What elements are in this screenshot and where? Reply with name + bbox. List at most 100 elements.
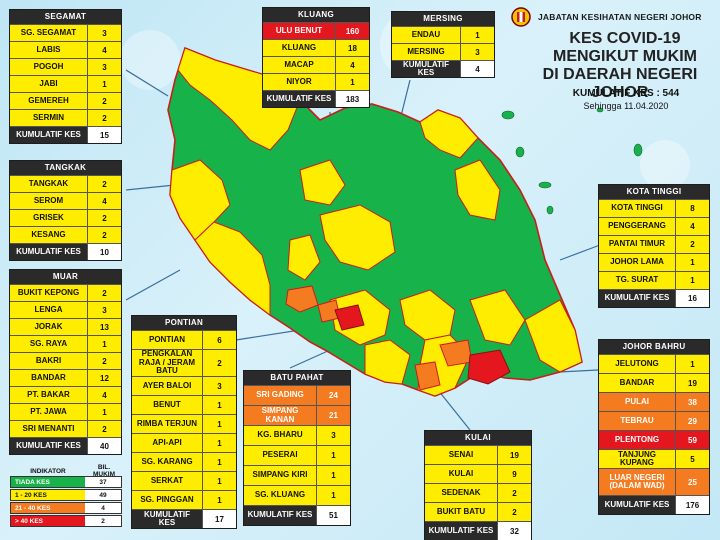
- mukim-row: SIMPANG KIRI 1: [244, 465, 350, 485]
- mukim-row: SEDENAK 2: [425, 483, 531, 502]
- mukim-name: TG. SURAT: [615, 275, 659, 285]
- mukim-orange-sri-gading: [285, 285, 319, 313]
- cumulative-label: KUMULATIF KES: [143, 509, 191, 527]
- table-pontian: PONTIAN PONTIAN 6 PENGKALAN RAJA / JERAM BA…: [131, 315, 237, 529]
- mukim-case-count: 6: [202, 331, 236, 349]
- mukim-row: SG. KARANG 1: [132, 452, 236, 471]
- mukim-name: SG. SEGAMAT: [20, 27, 77, 37]
- mukim-row: SENAI 19: [425, 445, 531, 464]
- cumulative-label: KUMULATIF KES: [604, 293, 670, 303]
- mukim-name: RIMBA TERJUN: [136, 418, 198, 428]
- mukim-row: SG. RAYA 1: [10, 335, 121, 352]
- cumulative-value: 51: [316, 506, 350, 525]
- title-line-2: MENGIKUT MUKIM: [553, 48, 697, 65]
- mukim-case-count: 19: [497, 446, 531, 464]
- mukim-case-count: 4: [675, 218, 709, 235]
- legend-swatch-label: TIADA KES: [11, 477, 85, 487]
- mukim-name: SRI GADING: [256, 390, 304, 400]
- mukim-1-20: [169, 47, 583, 397]
- mukim-row: TANJUNG KUPANG 5: [599, 449, 709, 468]
- mukim-case-count: 25: [675, 469, 709, 495]
- mukim-case-count: 9: [497, 465, 531, 483]
- mukim-name: KLUANG: [281, 42, 317, 52]
- mukim-name: SG. KLUANG: [254, 490, 306, 500]
- mukim-name: MERSING: [407, 46, 445, 56]
- mukim-yellow-pontian: [364, 339, 411, 385]
- mukim-name: JORAK: [34, 321, 63, 331]
- cumulative-value: 183: [335, 91, 369, 107]
- mukim-case-count: 3: [316, 426, 350, 445]
- mukim-row: AYER BALOI 3: [132, 376, 236, 395]
- mukim-row: KESANG 2: [10, 226, 121, 243]
- jata-emblem-icon: [510, 6, 532, 28]
- mukim-row: PT. BAKAR 4: [10, 386, 121, 403]
- cumulative-row: KUMULATIF KES 15: [10, 126, 121, 143]
- mukim-case-count: 24: [316, 386, 350, 405]
- mukim-case-count: 2: [87, 285, 121, 301]
- district-title: KOTA TINGGI: [599, 185, 709, 199]
- mukim-case-count: 3: [87, 59, 121, 75]
- mukim-red-ulu-benut: [334, 304, 365, 331]
- mukim-row: TEBRAU 29: [599, 411, 709, 430]
- mukim-row: SG. KLUANG 1: [244, 485, 350, 505]
- cumulative-label: KUMULATIF KES: [247, 510, 313, 520]
- mukim-case-count: 1: [675, 272, 709, 289]
- mukim-case-count: 19: [675, 374, 709, 392]
- mukim-row: GRISEK 2: [10, 209, 121, 226]
- mukim-name: GRISEK: [33, 212, 64, 222]
- cumulative-row: KUMULATIF KES 176: [599, 495, 709, 514]
- mukim-name: PLENTONG: [614, 434, 660, 444]
- table-kota-tinggi: KOTA TINGGI KOTA TINGGI 8 PENGGERANG 4 PANTAI…: [598, 184, 710, 308]
- mukim-row: TANGKAK 2: [10, 175, 121, 192]
- legend-header: INDIKATOR BIL. MUKIM: [10, 464, 122, 478]
- mukim-case-count: 1: [316, 446, 350, 465]
- district-title: KLUANG: [263, 8, 369, 22]
- mukim-case-count: 1: [202, 434, 236, 452]
- cumulative-value: 4: [460, 61, 494, 77]
- legend: INDIKATOR BIL. MUKIM TIADA KES 37 1 - 20 K…: [10, 464, 122, 528]
- mukim-name: SIMPANG KIRI: [252, 470, 308, 480]
- mukim-row: JABI 1: [10, 75, 121, 92]
- table-kluang: KLUANG ULU BENUT 160 KLUANG 18 MACAP 4 NIYOR 1 KU…: [262, 7, 370, 108]
- mukim-case-count: 8: [675, 200, 709, 217]
- mukim-case-count: 2: [87, 210, 121, 226]
- district-title: SEGAMAT: [10, 10, 121, 24]
- mukim-orange-pulai: [414, 361, 441, 391]
- mukim-row: SEROM 4: [10, 192, 121, 209]
- mukim-case-count: 1: [675, 355, 709, 373]
- district-title: KULAI: [425, 431, 531, 445]
- table-segamat: SEGAMAT SG. SEGAMAT 3 LABIS 4 POGOH 3 JABI 1 GEME…: [9, 9, 122, 144]
- mukim-name: SIMPANG KANAN: [261, 406, 299, 424]
- mukim-case-count: 13: [87, 319, 121, 335]
- title-line-3: DI DAERAH NEGERI JOHOR: [542, 66, 698, 101]
- mukim-name: KOTA TINGGI: [611, 203, 663, 213]
- table-kulai: KULAI SENAI 19 KULAI 9 SEDENAK 2 BUKIT BATU 2 KUM…: [424, 430, 532, 540]
- district-title: MERSING: [392, 12, 494, 26]
- mukim-case-count: 1: [335, 74, 369, 90]
- mukim-name: SEDENAK: [441, 487, 481, 497]
- district-title: JOHOR BAHRU: [599, 340, 709, 354]
- cumulative-label: KUMULATIF KES: [402, 59, 450, 77]
- mukim-name: AYER BALOI: [142, 380, 192, 390]
- table-muar: MUAR BUKIT KEPONG 2 LENGA 3 JORAK 13 SG. RAYA 1 B…: [9, 269, 122, 455]
- mukim-yellow-muar: [194, 221, 271, 316]
- mukim-name: BAKRI: [35, 355, 62, 365]
- mukim-name: API-API: [152, 437, 182, 447]
- mukim-row: KG. BHARU 3: [244, 425, 350, 445]
- mukim-name: PENGKALAN RAJA / JERAM BATU: [138, 349, 196, 376]
- title-line-1: KES COVID-19: [569, 30, 681, 47]
- mukim-row: PT. JAWA 1: [10, 403, 121, 420]
- mukim-case-count: 2: [87, 421, 121, 437]
- table-johor-bahru: JOHOR BAHRU JELUTONG 1 BANDAR 19 PULAI 38 TEBRA…: [598, 339, 710, 515]
- mukim-row: SRI MENANTI 2: [10, 420, 121, 437]
- cumulative-row: KUMULATIF KES 17: [132, 509, 236, 528]
- mukim-name: SENAI: [448, 449, 474, 459]
- mukim-name: PULAI: [625, 396, 649, 406]
- mukim-row: PESERAI 1: [244, 445, 350, 465]
- mukim-yellow-kluang-2: [299, 159, 346, 206]
- mukim-yellow-mersing: [419, 109, 479, 159]
- legend-row: TIADA KES 37: [10, 476, 122, 488]
- mukim-case-count: 1: [202, 396, 236, 414]
- mukim-row: PLENTONG 59: [599, 430, 709, 449]
